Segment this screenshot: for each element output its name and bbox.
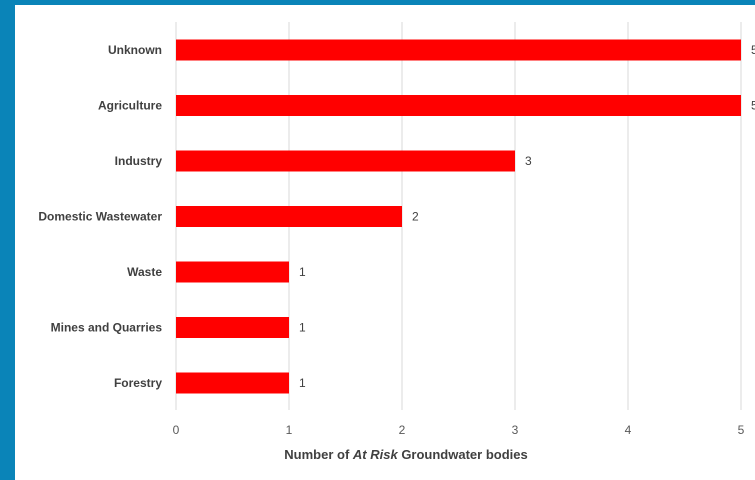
x-axis-title-part: Groundwater bodies xyxy=(398,447,528,462)
category-label: Mines and Quarries xyxy=(51,321,163,335)
data-label: 5 xyxy=(751,99,755,113)
data-label: 1 xyxy=(299,265,306,279)
x-tick-label: 2 xyxy=(399,423,406,437)
data-label: 5 xyxy=(751,43,755,57)
x-axis-title: Number of At Risk Groundwater bodies xyxy=(284,447,527,462)
category-label: Agriculture xyxy=(98,99,162,113)
chart-panel xyxy=(15,5,755,480)
data-label: 1 xyxy=(299,376,306,390)
x-tick-label: 0 xyxy=(173,423,180,437)
category-label: Domestic Wastewater xyxy=(38,210,162,224)
x-tick-label: 3 xyxy=(512,423,519,437)
data-label: 3 xyxy=(525,154,532,168)
category-label: Forestry xyxy=(114,376,162,390)
bar xyxy=(176,39,741,61)
category-label: Waste xyxy=(127,265,162,279)
x-tick-label: 4 xyxy=(625,423,632,437)
x-tick-label: 5 xyxy=(738,423,745,437)
x-tick-label: 1 xyxy=(286,423,293,437)
data-label: 2 xyxy=(412,210,419,224)
x-axis-title-part: Number of xyxy=(284,447,353,462)
x-axis-title-part: At Risk xyxy=(352,447,399,462)
bar xyxy=(176,317,289,338)
category-label: Industry xyxy=(115,154,163,168)
bar xyxy=(176,150,515,172)
data-label: 1 xyxy=(299,321,306,335)
bar xyxy=(176,261,289,283)
bar xyxy=(176,95,741,116)
bar xyxy=(176,206,402,227)
category-label: Unknown xyxy=(108,43,162,57)
bar xyxy=(176,372,289,394)
